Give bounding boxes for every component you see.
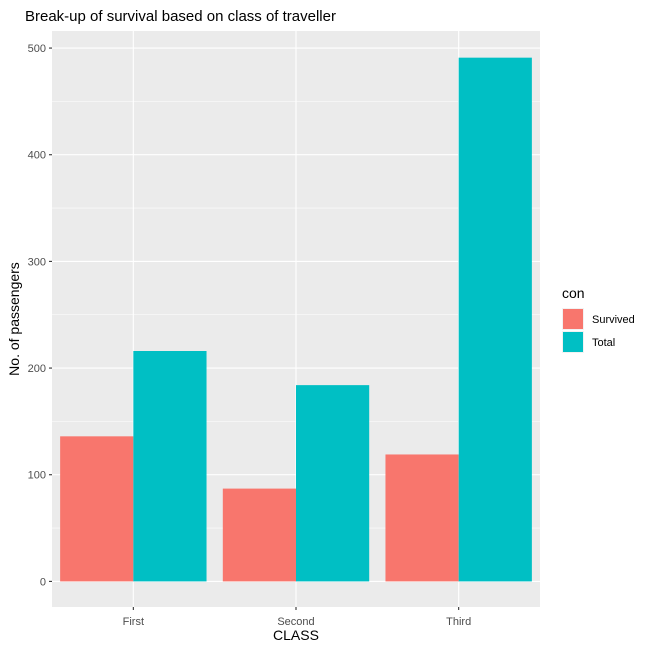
y-tick-label: 400 (28, 150, 46, 162)
legend-key-survived (563, 309, 583, 329)
chart-title: Break-up of survival based on class of t… (25, 8, 336, 25)
x-axis: First Second Third (123, 607, 471, 628)
legend-title: con (562, 285, 585, 301)
y-axis-title: No. of passengers (6, 262, 22, 376)
x-tick-label: Second (277, 616, 314, 628)
bar-total-second (296, 385, 370, 582)
bar-survived-third (385, 454, 459, 582)
bar-total-third (458, 57, 532, 582)
y-tick-label: 0 (40, 576, 46, 588)
legend-key-total (563, 332, 583, 352)
legend: con Survived Total (562, 285, 635, 353)
legend-label-survived: Survived (592, 314, 635, 326)
x-tick-label: Third (446, 616, 471, 628)
bars (60, 57, 532, 582)
bar-total-first (133, 351, 207, 582)
bar-survived-first (60, 436, 134, 582)
x-axis-title: CLASS (273, 627, 319, 643)
y-axis: 0 100 200 300 400 500 (28, 43, 52, 588)
legend-label-total: Total (592, 337, 615, 349)
y-tick-label: 200 (28, 363, 46, 375)
y-tick-label: 100 (28, 470, 46, 482)
bar-survived-second (222, 488, 296, 582)
y-tick-label: 300 (28, 256, 46, 268)
y-tick-label: 500 (28, 43, 46, 55)
x-tick-label: First (123, 616, 144, 628)
